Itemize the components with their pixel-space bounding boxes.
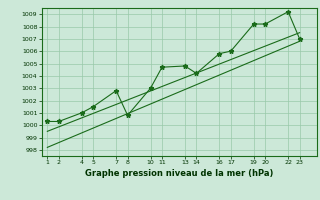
X-axis label: Graphe pression niveau de la mer (hPa): Graphe pression niveau de la mer (hPa) <box>85 169 273 178</box>
